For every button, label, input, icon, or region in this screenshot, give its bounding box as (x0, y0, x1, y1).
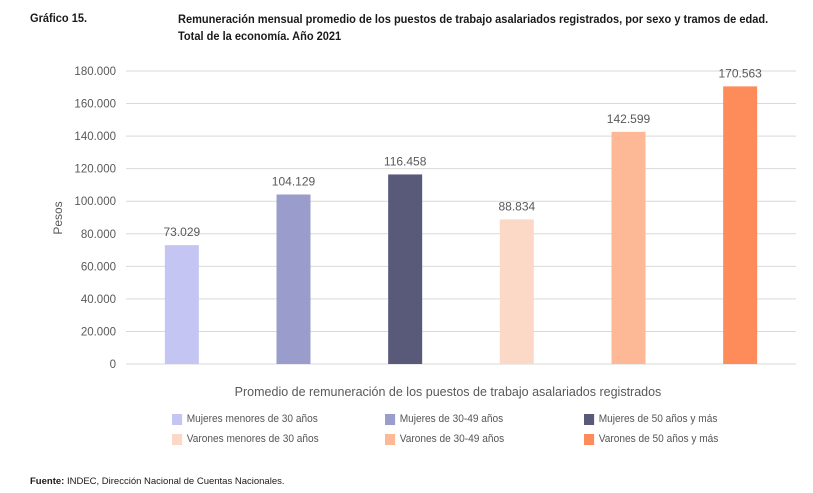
data-label: 170.563 (718, 66, 762, 80)
y-tick-label: 160.000 (74, 99, 116, 111)
legend-swatch (385, 433, 396, 445)
figure-label: Gráfico 15. (30, 11, 88, 25)
source-label: Fuente: (30, 476, 65, 487)
y-axis-label: Pesos (51, 201, 65, 234)
data-label: 73.029 (163, 225, 200, 239)
y-tick-label: 20.000 (81, 326, 116, 338)
y-tick-label: 100.000 (74, 196, 116, 208)
legend-label: Varones de 30-49 años (399, 433, 505, 445)
bar (611, 131, 646, 364)
bar (276, 194, 311, 364)
bar (723, 86, 758, 365)
bar (499, 219, 534, 364)
legend-label: Mujeres de 50 años y más (598, 413, 718, 425)
legend-item: Varones de 30-49 años (385, 433, 568, 445)
data-label: 88.834 (498, 199, 535, 213)
y-tick-label: 0 (110, 359, 116, 371)
bar (164, 245, 199, 364)
legend-item: Mujeres de 50 años y más (584, 413, 759, 425)
legend-item: Mujeres de 30-49 años (385, 413, 568, 425)
legend-swatch (172, 413, 183, 425)
legend-swatch (172, 433, 183, 445)
x-axis-label: Promedio de remuneración de los puestos … (235, 385, 662, 399)
source-note: Fuente: INDEC, Dirección Nacional de Cue… (30, 476, 285, 487)
y-tick-label: 80.000 (81, 229, 116, 241)
data-label: 116.458 (384, 154, 427, 168)
source-text: INDEC, Dirección Nacional de Cuentas Nac… (66, 476, 285, 487)
legend-item: Varones menores de 30 años (172, 433, 368, 445)
bar (388, 174, 423, 364)
data-label: 142.599 (607, 112, 651, 126)
legend-swatch (584, 433, 595, 445)
y-tick-label: 180.000 (74, 66, 116, 78)
figure-title: Remuneración mensual promedio de los pue… (178, 12, 769, 43)
y-tick-label: 40.000 (81, 294, 116, 306)
legend-item: Mujeres menores de 30 años (172, 413, 368, 425)
legend-swatch (584, 413, 595, 425)
legend-label: Varones de 50 años y más (598, 433, 719, 445)
legend-swatch (385, 413, 396, 425)
data-label: 104.129 (272, 175, 316, 189)
y-tick-label: 120.000 (74, 164, 116, 176)
y-tick-label: 60.000 (81, 261, 116, 273)
legend-label: Varones menores de 30 años (186, 433, 319, 445)
chart-legend: Mujeres menores de 30 años Mujeres de 30-… (172, 413, 772, 445)
legend-label: Mujeres de 30-49 años (399, 413, 504, 425)
legend-item: Varones de 50 años y más (584, 433, 759, 445)
bar-chart: 0 20.000 40.000 60.000 80.000 100.000 120.000 1… (51, 66, 796, 399)
legend-label: Mujeres menores de 30 años (186, 413, 318, 425)
y-tick-label: 140.000 (74, 131, 116, 143)
